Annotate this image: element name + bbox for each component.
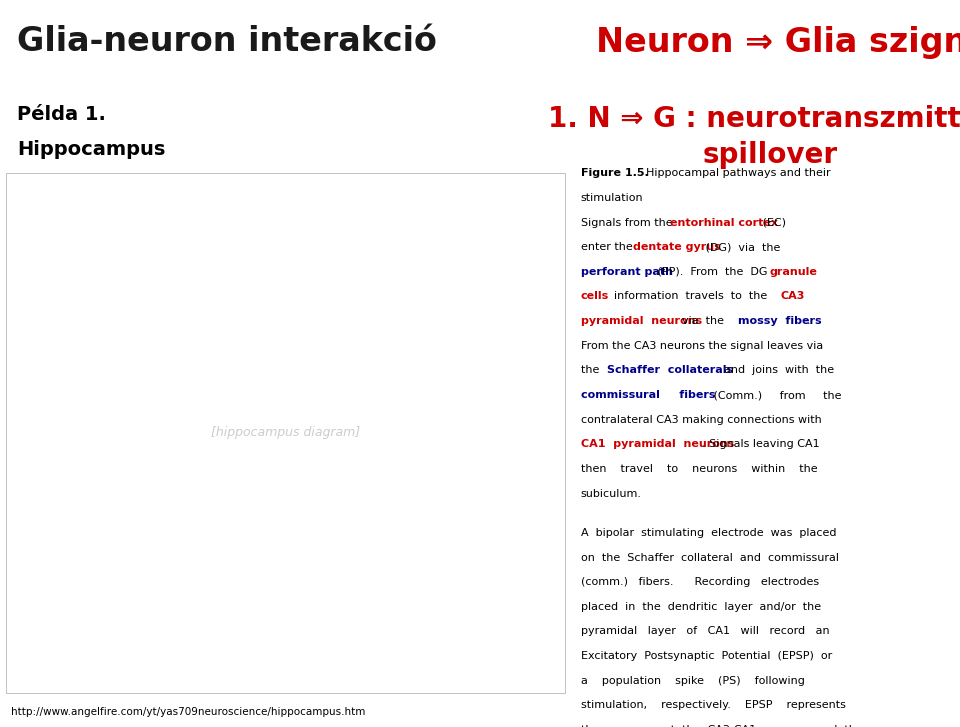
Text: Schaffer  collaterals: Schaffer collaterals: [607, 366, 733, 375]
Text: commissural     fibers: commissural fibers: [581, 390, 715, 400]
Text: mossy  fibers: mossy fibers: [738, 316, 822, 326]
Text: stimulation,    respectively.    EPSP    represents: stimulation, respectively. EPSP represen…: [581, 700, 846, 710]
Text: cells: cells: [581, 292, 609, 302]
Text: From the CA3 neurons the signal leaves via: From the CA3 neurons the signal leaves v…: [581, 341, 823, 350]
Text: A  bipolar  stimulating  electrode  was  placed: A bipolar stimulating electrode was plac…: [581, 528, 836, 538]
Text: information  travels  to  the: information travels to the: [607, 292, 775, 302]
Text: spillover: spillover: [703, 140, 838, 169]
Text: (Comm.)     from     the: (Comm.) from the: [696, 390, 842, 400]
Text: subiculum.: subiculum.: [581, 489, 642, 499]
Text: the  response  at  the  CA3-CA1  synapse  and  the: the response at the CA3-CA1 synapse and …: [581, 725, 862, 727]
Text: via  the: via the: [675, 316, 732, 326]
Text: stimulation: stimulation: [581, 193, 643, 203]
Text: the: the: [581, 366, 606, 375]
Text: Signals from the: Signals from the: [581, 217, 676, 228]
Text: then    travel    to    neurons    within    the: then travel to neurons within the: [581, 464, 817, 474]
Text: Glia-neuron interakció: Glia-neuron interakció: [17, 25, 437, 58]
Text: CA1  pyramidal  neurons: CA1 pyramidal neurons: [581, 439, 734, 449]
Text: Excitatory  Postsynaptic  Potential  (EPSP)  or: Excitatory Postsynaptic Potential (EPSP)…: [581, 651, 832, 661]
FancyBboxPatch shape: [6, 172, 565, 693]
Text: (PP).  From  the  DG: (PP). From the DG: [655, 267, 771, 277]
Text: pyramidal  neurons: pyramidal neurons: [581, 316, 702, 326]
Text: on  the  Schaffer  collateral  and  commissural: on the Schaffer collateral and commissur…: [581, 553, 839, 563]
Text: CA3: CA3: [780, 292, 804, 302]
Text: Példa 1.: Példa 1.: [17, 105, 106, 124]
Text: Hippocampus: Hippocampus: [17, 140, 165, 159]
Text: perforant path: perforant path: [581, 267, 673, 277]
Text: placed  in  the  dendritic  layer  and/or  the: placed in the dendritic layer and/or the: [581, 602, 821, 612]
Text: (comm.)   fibers.      Recording   electrodes: (comm.) fibers. Recording electrodes: [581, 577, 819, 587]
Text: entorhinal cortex: entorhinal cortex: [670, 217, 779, 228]
Text: . Signals leaving CA1: . Signals leaving CA1: [702, 439, 819, 449]
Text: http://www.angelfire.com/yt/yas709neuroscience/hippocampus.htm: http://www.angelfire.com/yt/yas709neuros…: [12, 707, 366, 718]
Text: 1. N ⇒ G : neurotranszmitter: 1. N ⇒ G : neurotranszmitter: [548, 105, 960, 133]
Text: granule: granule: [770, 267, 818, 277]
Text: dentate gyrus: dentate gyrus: [634, 242, 721, 252]
Text: (EC): (EC): [759, 217, 786, 228]
Text: Hippocampal pathways and their: Hippocampal pathways and their: [638, 169, 830, 178]
Text: (DG)  via  the: (DG) via the: [702, 242, 780, 252]
Text: [hippocampus diagram]: [hippocampus diagram]: [211, 426, 360, 439]
Text: enter the: enter the: [581, 242, 636, 252]
Text: Neuron ⇒ Glia szignalizáció: Neuron ⇒ Glia szignalizáció: [596, 25, 960, 59]
Text: contralateral CA3 making connections with: contralateral CA3 making connections wit…: [581, 414, 822, 425]
Text: and  joins  with  the: and joins with the: [717, 366, 834, 375]
Text: .: .: [806, 316, 810, 326]
Text: Figure 1.5.: Figure 1.5.: [581, 169, 649, 178]
Text: pyramidal   layer   of   CA1   will   record   an: pyramidal layer of CA1 will record an: [581, 627, 829, 636]
Text: a    population    spike    (PS)    following: a population spike (PS) following: [581, 675, 804, 686]
